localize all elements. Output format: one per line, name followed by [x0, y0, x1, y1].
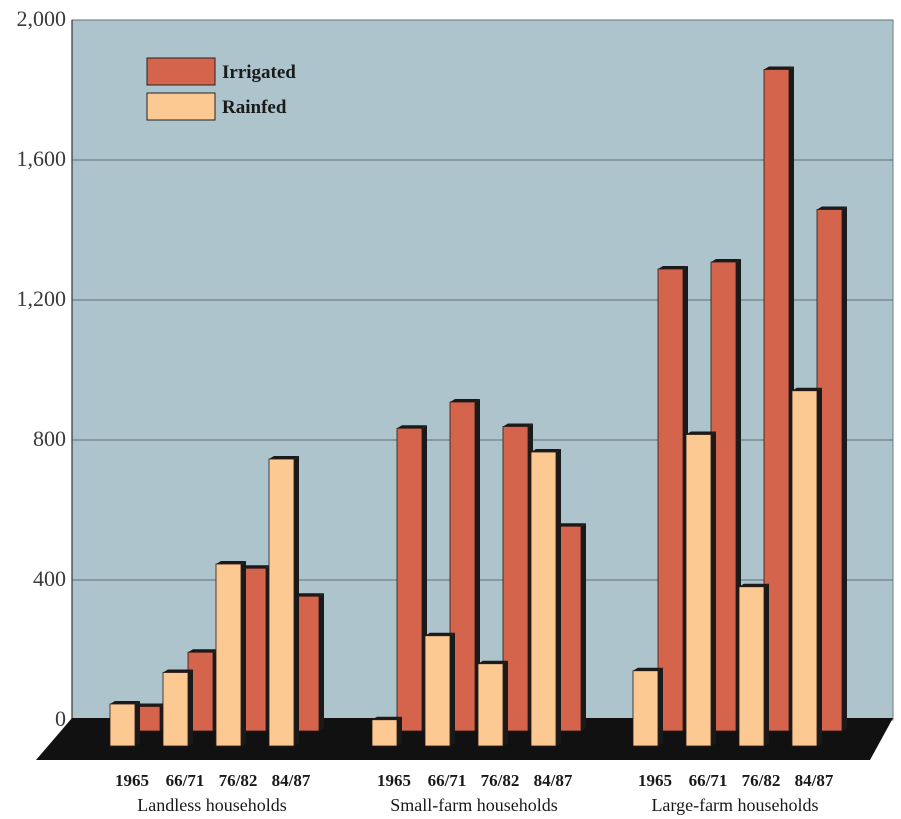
y-tick-label: 1,200: [17, 286, 67, 311]
bar-rainfed: [268, 458, 295, 747]
bar-rainfed-top: [531, 449, 561, 452]
bar-rainfed-side: [450, 632, 455, 746]
x-tick-label: 66/71: [689, 771, 728, 790]
bar-irrigated-top: [294, 593, 324, 597]
bar-rainfed-side: [817, 387, 822, 746]
bar-rainfed-side: [241, 561, 246, 746]
bar-rainfed-side: [764, 583, 769, 746]
group-label: Small-farm households: [390, 795, 557, 815]
bar-rainfed: [685, 434, 712, 747]
bar-rainfed-side: [135, 701, 140, 746]
bar-rainfed-side: [503, 660, 508, 746]
bar-rainfed-side: [397, 716, 402, 746]
bar-irrigated-top: [556, 523, 586, 527]
x-tick-label: 84/87: [272, 771, 311, 790]
bar-rainfed-side: [711, 431, 716, 746]
bar-irrigated-top: [135, 703, 165, 707]
bar-rainfed-top: [425, 632, 455, 636]
bar-irrigated-side: [319, 593, 324, 731]
bar-rainfed-side: [658, 667, 663, 746]
bar-rainfed: [738, 586, 765, 747]
bar-irrigated: [657, 268, 684, 732]
bar-rainfed: [530, 451, 557, 747]
bar-rainfed-top: [269, 456, 299, 459]
x-tick-label: 1965: [377, 771, 411, 790]
bar-irrigated-top: [503, 423, 533, 427]
group-label: Landless households: [137, 795, 286, 815]
group-label: Large-farm households: [651, 795, 818, 815]
bar-rainfed: [791, 390, 818, 747]
bar-rainfed-top: [372, 716, 402, 720]
legend-label-irrigated: Irrigated: [222, 62, 296, 83]
bar-rainfed-side: [294, 456, 299, 746]
y-tick-label: 2,000: [17, 6, 67, 31]
bar-rainfed: [215, 563, 242, 747]
bar-irrigated-top: [817, 206, 847, 210]
bar-rainfed-top: [739, 583, 769, 587]
bar-irrigated-side: [842, 206, 847, 731]
x-tick-label: 66/71: [166, 771, 205, 790]
bar-irrigated-side: [581, 523, 586, 731]
bar-rainfed: [162, 672, 189, 747]
y-tick-label: 1,600: [17, 146, 67, 171]
bar-rainfed-side: [556, 449, 561, 746]
y-tick-label: 400: [33, 566, 66, 591]
bar-irrigated-top: [450, 399, 480, 402]
bar-irrigated: [396, 427, 423, 732]
bar-irrigated-top: [188, 649, 218, 653]
bar-rainfed-top: [478, 660, 508, 664]
x-tick-label: 76/82: [742, 771, 781, 790]
legend-swatch-irrigated: [146, 57, 216, 86]
bar-rainfed-top: [686, 431, 716, 435]
bar-rainfed-top: [163, 669, 193, 673]
bar-irrigated-top: [764, 66, 794, 70]
bar-rainfed-side: [188, 669, 193, 746]
y-tick-label: 800: [33, 426, 66, 451]
legend-swatch-rainfed: [146, 92, 216, 121]
bar-irrigated-top: [658, 266, 688, 269]
x-tick-label: 76/82: [219, 771, 258, 790]
bar-rainfed-top: [110, 701, 140, 704]
x-tick-label: 84/87: [795, 771, 834, 790]
x-tick-label: 66/71: [428, 771, 467, 790]
x-tick-label: 76/82: [481, 771, 520, 790]
y-tick-label: 0: [55, 706, 66, 731]
bar-rainfed: [424, 635, 451, 747]
bar-rainfed: [109, 703, 136, 747]
bar-rainfed: [371, 719, 398, 747]
bar-rainfed-top: [633, 667, 663, 671]
x-tick-label: 1965: [115, 771, 149, 790]
x-tick-label: 1965: [638, 771, 672, 790]
bar-irrigated-top: [241, 565, 271, 569]
bar-irrigated-side: [475, 399, 480, 731]
bar-irrigated-top: [397, 425, 427, 429]
bar-rainfed: [477, 663, 504, 747]
x-tick-label: 84/87: [534, 771, 573, 790]
bar-rainfed-top: [216, 561, 246, 564]
bar-irrigated-top: [711, 259, 741, 262]
bar-rainfed-top: [792, 387, 822, 391]
legend-label-rainfed: Rainfed: [222, 97, 287, 118]
bar-rainfed: [632, 670, 659, 747]
